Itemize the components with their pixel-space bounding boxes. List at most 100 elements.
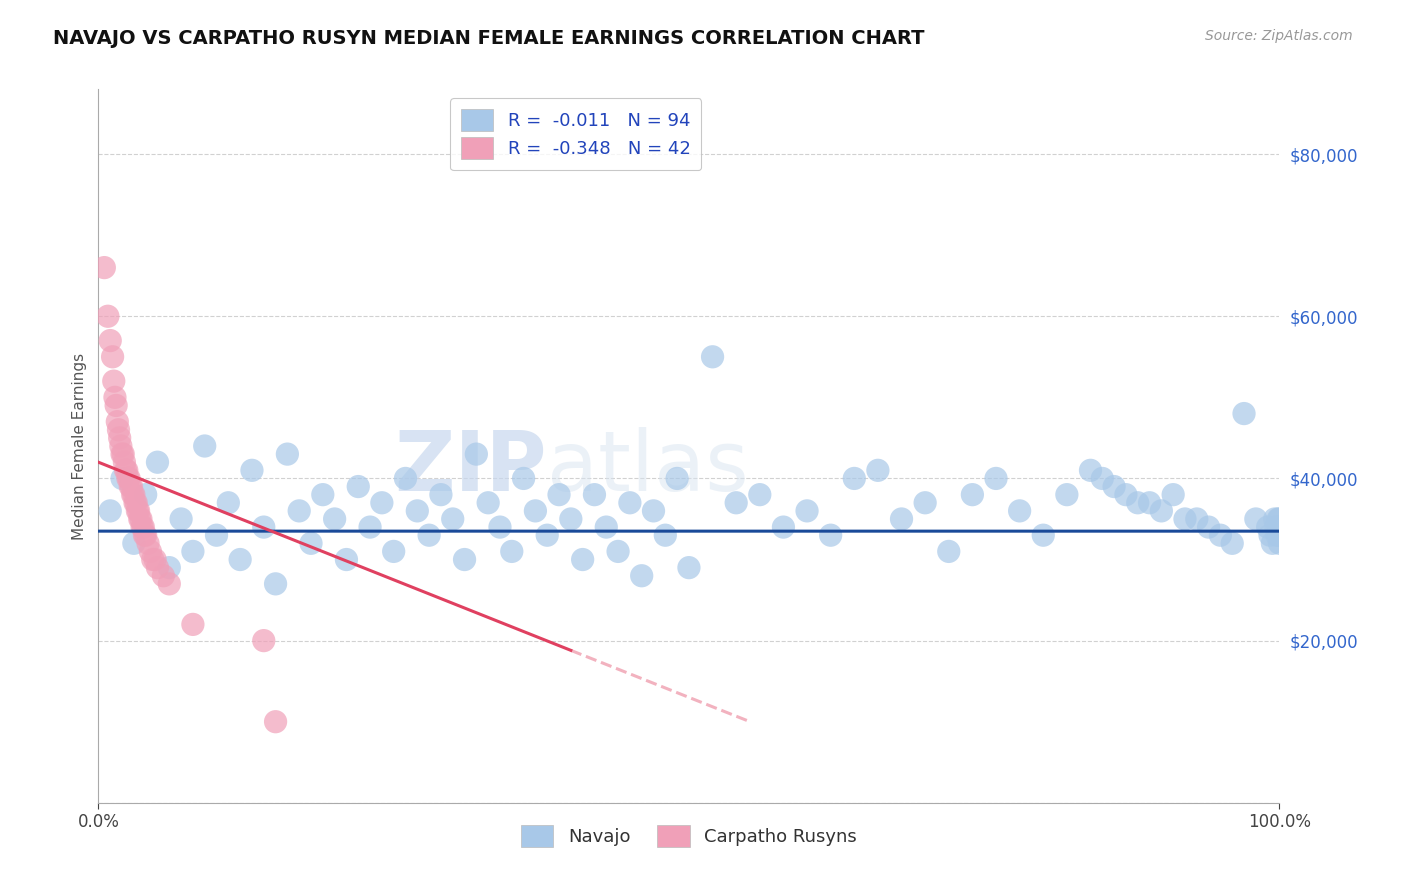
Point — [430, 488, 453, 502]
Point — [135, 528, 157, 542]
Point — [1126, 496, 1149, 510]
Point — [453, 552, 475, 566]
Point — [1267, 512, 1289, 526]
Point — [335, 552, 357, 566]
Point — [1032, 528, 1054, 542]
Point — [1244, 512, 1267, 526]
Point — [1198, 520, 1220, 534]
Point — [104, 390, 127, 404]
Point — [477, 496, 499, 510]
Point — [1268, 520, 1291, 534]
Point — [142, 552, 165, 566]
Text: Source: ZipAtlas.com: Source: ZipAtlas.com — [1205, 29, 1353, 43]
Point — [128, 512, 150, 526]
Point — [1268, 528, 1291, 542]
Point — [264, 577, 287, 591]
Point — [276, 447, 298, 461]
Point — [152, 568, 174, 582]
Y-axis label: Median Female Earnings: Median Female Earnings — [72, 352, 87, 540]
Point — [441, 512, 464, 526]
Point — [1268, 520, 1291, 534]
Point — [129, 512, 152, 526]
Point — [136, 536, 159, 550]
Point — [548, 488, 571, 502]
Point — [121, 479, 143, 493]
Point — [170, 512, 193, 526]
Point — [312, 488, 335, 502]
Point — [702, 350, 724, 364]
Point — [914, 496, 936, 510]
Point — [101, 350, 124, 364]
Point — [1258, 528, 1281, 542]
Point — [406, 504, 429, 518]
Point — [112, 447, 135, 461]
Point — [288, 504, 311, 518]
Text: NAVAJO VS CARPATHO RUSYN MEDIAN FEMALE EARNINGS CORRELATION CHART: NAVAJO VS CARPATHO RUSYN MEDIAN FEMALE E… — [53, 29, 925, 47]
Point — [643, 504, 665, 518]
Point — [1161, 488, 1184, 502]
Point — [347, 479, 370, 493]
Point — [1185, 512, 1208, 526]
Point — [820, 528, 842, 542]
Point — [128, 504, 150, 518]
Point — [465, 447, 488, 461]
Point — [1264, 512, 1286, 526]
Point — [115, 463, 138, 477]
Text: ZIP: ZIP — [395, 427, 547, 508]
Point — [132, 520, 155, 534]
Point — [607, 544, 630, 558]
Point — [131, 520, 153, 534]
Point — [1265, 528, 1288, 542]
Point — [124, 496, 146, 510]
Point — [125, 496, 148, 510]
Point — [489, 520, 512, 534]
Point — [121, 488, 143, 502]
Point — [127, 504, 149, 518]
Point — [938, 544, 960, 558]
Point — [264, 714, 287, 729]
Point — [122, 536, 145, 550]
Point — [1091, 471, 1114, 485]
Point — [583, 488, 606, 502]
Point — [666, 471, 689, 485]
Point — [117, 471, 139, 485]
Point — [1139, 496, 1161, 510]
Point — [1150, 504, 1173, 518]
Point — [1257, 520, 1279, 534]
Point — [512, 471, 534, 485]
Point — [112, 455, 135, 469]
Point — [1008, 504, 1031, 518]
Point — [97, 310, 120, 324]
Point — [571, 552, 593, 566]
Point — [122, 488, 145, 502]
Point — [501, 544, 523, 558]
Point — [1264, 520, 1286, 534]
Point — [146, 455, 169, 469]
Point — [98, 334, 121, 348]
Point — [1174, 512, 1197, 526]
Point — [217, 496, 239, 510]
Point — [299, 536, 322, 550]
Point — [181, 544, 204, 558]
Point — [1220, 536, 1243, 550]
Point — [418, 528, 440, 542]
Point — [157, 560, 180, 574]
Point — [536, 528, 558, 542]
Point — [105, 399, 128, 413]
Point — [796, 504, 818, 518]
Text: atlas: atlas — [547, 427, 749, 508]
Point — [524, 504, 547, 518]
Point — [1261, 536, 1284, 550]
Point — [93, 260, 115, 275]
Point — [1268, 536, 1291, 550]
Point — [890, 512, 912, 526]
Point — [844, 471, 866, 485]
Point — [866, 463, 889, 477]
Point — [240, 463, 263, 477]
Point — [105, 415, 128, 429]
Point — [1102, 479, 1125, 493]
Point — [654, 528, 676, 542]
Point — [135, 488, 157, 502]
Point — [114, 463, 136, 477]
Legend: Navajo, Carpatho Rusyns: Navajo, Carpatho Rusyns — [513, 818, 865, 855]
